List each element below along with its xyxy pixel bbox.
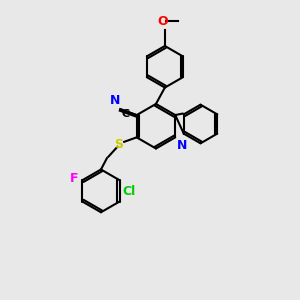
Text: O: O xyxy=(158,14,168,28)
Text: Cl: Cl xyxy=(122,184,136,198)
Text: F: F xyxy=(70,172,78,185)
Text: S: S xyxy=(114,138,123,151)
Text: N: N xyxy=(177,139,187,152)
Text: C: C xyxy=(121,110,129,119)
Text: N: N xyxy=(110,94,120,107)
